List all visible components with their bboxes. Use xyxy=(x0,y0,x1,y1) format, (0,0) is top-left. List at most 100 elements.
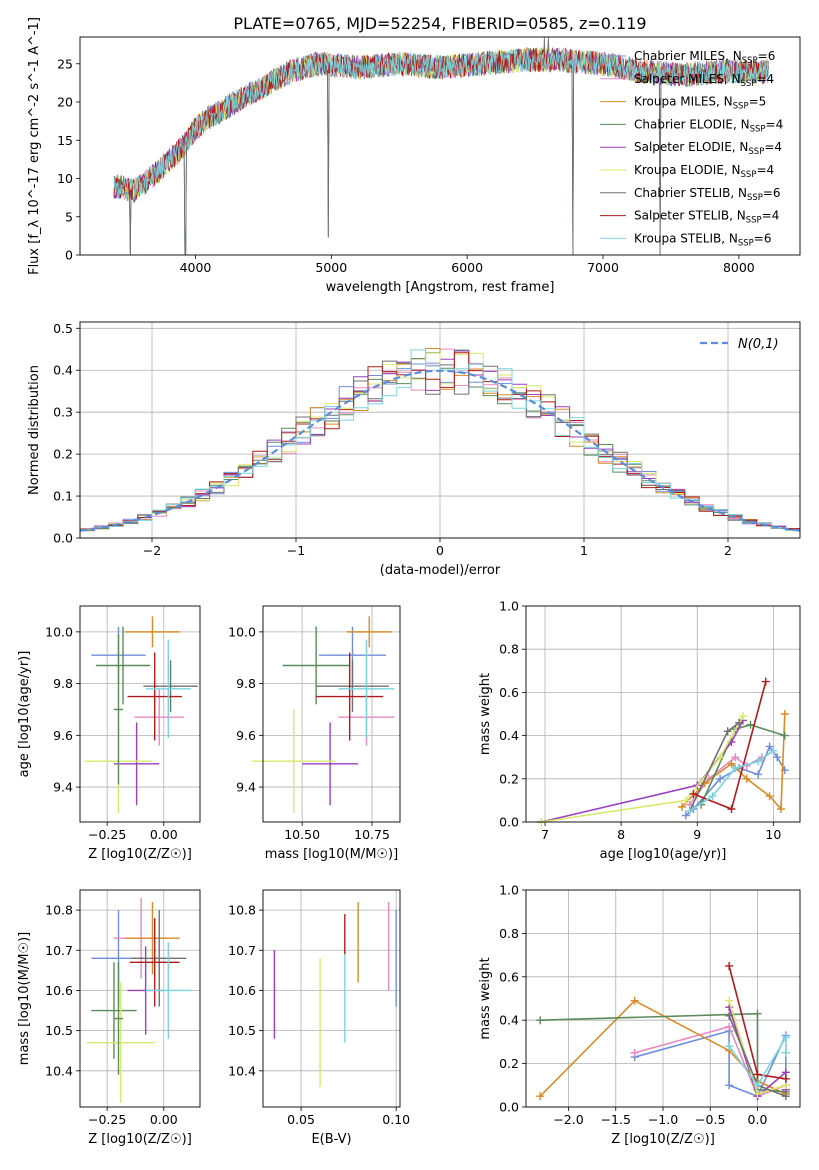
x-tick-label: 10 xyxy=(765,827,781,842)
figure-title: PLATE=0765, MJD=52254, FIBERID=0585, z=0… xyxy=(233,14,646,33)
errorbar-point-5 xyxy=(86,982,155,1103)
errorbar-point-3 xyxy=(95,626,151,705)
x-tick-label: −0.5 xyxy=(695,1112,725,1127)
y-tick-label: 0.2 xyxy=(53,447,73,462)
axes-age_vs_mass: 10.50 10.75 9.4 9.6 9.8 10.0 mass [log10(M/M☉)… xyxy=(228,605,401,862)
x-tick-label: 8 xyxy=(617,827,625,842)
axes-frame xyxy=(79,321,801,539)
y-tick-label: 0.1 xyxy=(53,489,73,504)
weight-marker xyxy=(781,1048,790,1057)
weight-series-8 xyxy=(728,1034,787,1087)
errorbar-point-6 xyxy=(316,660,389,713)
weight-marker xyxy=(754,757,763,766)
weight-marker xyxy=(735,718,744,727)
y-tick-label: 10.4 xyxy=(45,1063,73,1078)
x-tick-label: −0.25 xyxy=(88,1112,126,1127)
errorbar-point-7 xyxy=(127,652,182,741)
x-tick-label: 4000 xyxy=(180,260,212,275)
weight-marker xyxy=(630,1048,639,1057)
errorbar-point-9 xyxy=(113,634,124,785)
weight-marker xyxy=(536,1092,545,1101)
weight-marker xyxy=(746,720,755,729)
legend-label: Kroupa ELODIE, NSSP=4 xyxy=(634,163,774,180)
errorbar-point-2 xyxy=(125,902,180,975)
errorbar-point-7 xyxy=(316,652,384,741)
y-tick-label: 10.5 xyxy=(45,1023,73,1038)
x-tick-label: 0.00 xyxy=(150,827,178,842)
x-axis-label: mass [log10(M/M☉)] xyxy=(265,847,398,862)
x-tick-label: −0.25 xyxy=(88,827,126,842)
weight-marker xyxy=(731,753,740,762)
weight-marker xyxy=(773,753,782,762)
weight-marker xyxy=(630,996,639,1005)
normal-curve xyxy=(80,369,800,532)
x-tick-label: 7 xyxy=(541,827,549,842)
weight-marker xyxy=(727,805,736,814)
weight-marker xyxy=(765,742,774,751)
weight-marker xyxy=(753,1089,762,1098)
x-tick-label: 10.50 xyxy=(284,827,320,842)
y-tick-label: 10.7 xyxy=(45,943,73,958)
axes-residuals: −2 −1 0 1 2 0.0 0.1 0.2 0.3 0.4 0.5 (data-model)/er… xyxy=(27,321,801,578)
axes-frame xyxy=(525,605,801,823)
x-tick-label: −1.0 xyxy=(648,1112,678,1127)
y-tick-label: 0.3 xyxy=(53,405,73,420)
legend-label: Salpeter MILES, NSSP=4 xyxy=(634,72,774,89)
y-tick-label: 10.8 xyxy=(45,903,73,918)
histogram-steps xyxy=(80,348,800,533)
x-tick-label: 0.0 xyxy=(748,1112,768,1127)
axes-weight_vs_age: 7 8 9 10 0.0 0.2 0.4 0.6 0.8 1.0 age [log10(age/yr… xyxy=(478,599,801,862)
weight-marker xyxy=(738,712,747,721)
weight-marker xyxy=(725,961,734,970)
x-tick-label: 1 xyxy=(580,543,588,558)
axes-frame xyxy=(79,889,201,1108)
y-tick-label: 0.5 xyxy=(53,321,73,336)
y-tick-label: 0.2 xyxy=(499,771,519,786)
histogram-8 xyxy=(80,349,800,533)
y-axis-label: Normed distribution xyxy=(27,365,42,495)
errorbar-point-3 xyxy=(91,962,137,1059)
y-tick-label: 9.6 xyxy=(53,728,73,743)
y-tick-label: 0.8 xyxy=(499,642,519,657)
x-tick-label: −1.5 xyxy=(601,1112,631,1127)
y-tick-label: 9.8 xyxy=(236,676,256,691)
axes-frame xyxy=(262,605,401,823)
weight-marker xyxy=(781,1033,790,1042)
x-tick-label: 0.10 xyxy=(382,1112,410,1127)
y-tick-label: 10 xyxy=(57,171,73,186)
axes-frame xyxy=(525,889,801,1108)
y-tick-label: 9.6 xyxy=(236,728,256,743)
errorbar-point-6 xyxy=(132,910,187,1007)
y-axis-label: Flux [f_λ 10^-17 erg cm^-2 s^-1 A^-1] xyxy=(27,17,42,275)
weight-series-0 xyxy=(685,744,786,817)
x-tick-label: 0.00 xyxy=(150,1112,178,1127)
x-tick-label: 0 xyxy=(436,543,444,558)
y-tick-label: 0.4 xyxy=(53,363,73,378)
x-tick-label: 5000 xyxy=(315,260,347,275)
weight-marker xyxy=(725,1022,734,1031)
y-tick-label: 0.0 xyxy=(499,1100,519,1115)
weight-marker xyxy=(731,764,740,772)
axes-frame xyxy=(79,605,201,823)
y-tick-label: 0.2 xyxy=(499,1056,519,1071)
y-tick-label: 10.8 xyxy=(228,903,256,918)
errorbar-point-1 xyxy=(134,688,185,746)
axes-weight_vs_Z: −2.0 −1.5 −1.0 −0.5 0.0 0.0 0.2 0.4 0.6 0.8 1.0 Z [… xyxy=(478,883,801,1147)
errorbar-point-2 xyxy=(346,616,392,648)
y-tick-label: 20 xyxy=(57,95,73,110)
weight-marker xyxy=(753,1081,762,1090)
weight-series-3 xyxy=(700,723,786,806)
legend-label: Salpeter STELIB, NSSP=4 xyxy=(634,209,779,226)
y-tick-label: 0.6 xyxy=(499,969,519,984)
errorbar-point-4 xyxy=(302,722,359,806)
weight-marker xyxy=(681,811,690,820)
axes-mass_vs_ebv: 0.05 0.10 10.4 10.5 10.6 10.7 10.8 E(B-V) xyxy=(228,889,410,1147)
y-tick-label: 5 xyxy=(65,209,73,224)
x-axis-label: Z [log10(Z/Z☉)] xyxy=(88,1132,192,1147)
errorbar-point-7 xyxy=(129,918,180,1007)
y-tick-label: 10.0 xyxy=(45,624,73,639)
y-tick-label: 0.4 xyxy=(499,728,519,743)
weight-marker xyxy=(780,710,789,718)
errorbar-point-9 xyxy=(113,962,124,1075)
